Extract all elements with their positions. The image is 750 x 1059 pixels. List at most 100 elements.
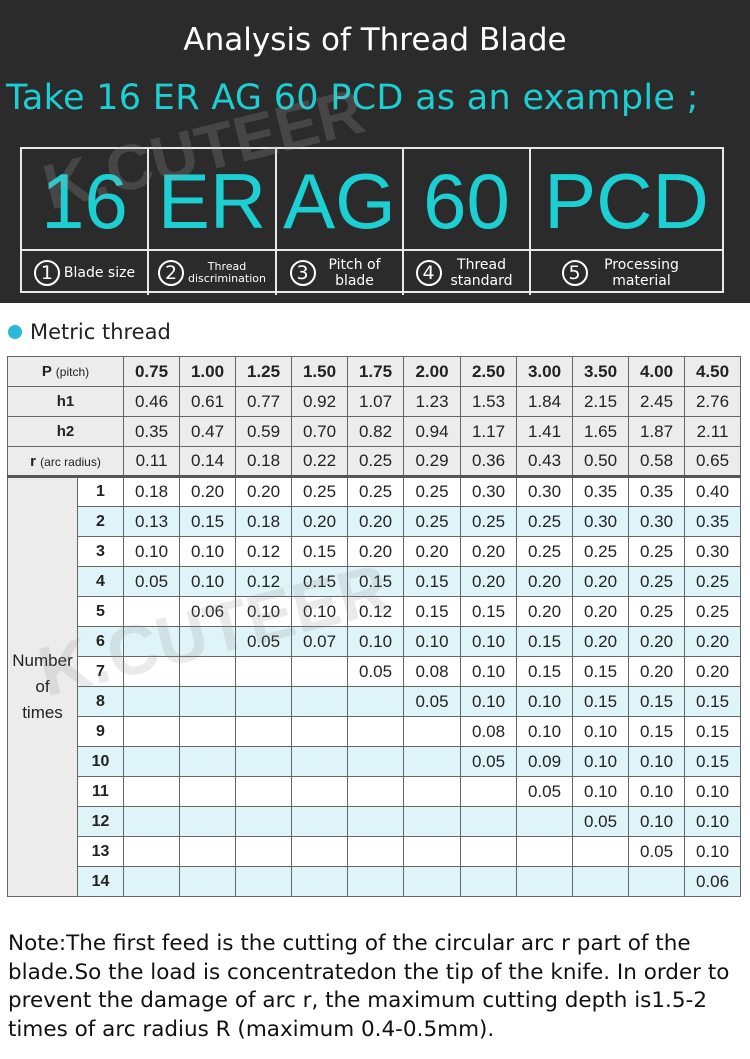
- depth-value-cell: [179, 716, 236, 747]
- param-value-cell: 0.94: [403, 416, 461, 447]
- depth-value-cell: 0.15: [684, 716, 741, 747]
- depth-value-cell: 0.20: [347, 536, 404, 567]
- param-value-cell: 1.84: [516, 386, 573, 417]
- times-row: 3 0.10 0.10 0.12 0.15 0.20 0.20 0.20 0.25 0.25 0.2…: [8, 536, 741, 567]
- depth-value-cell: 0.25: [403, 476, 461, 507]
- times-row: 12 0.05 0.10 0.10: [8, 806, 741, 837]
- param-value-cell: 0.75: [123, 356, 180, 387]
- depth-value-cell: 0.12: [347, 596, 404, 627]
- param-unit: (pitch): [55, 365, 90, 379]
- depth-value-cell: 0.35: [572, 476, 629, 507]
- depth-value-cell: 0.15: [684, 686, 741, 717]
- depth-value-cell: [403, 806, 461, 837]
- param-value-cell: 4.50: [684, 356, 741, 387]
- depth-value-cell: 0.20: [572, 566, 629, 597]
- param-value-cell: 1.41: [516, 416, 573, 447]
- depth-value-cell: 0.10: [572, 716, 629, 747]
- param-value-cell: 0.18: [235, 446, 292, 478]
- depth-value-cell: 0.18: [123, 476, 180, 507]
- depth-value-cell: [347, 746, 404, 777]
- metric-thread-table: P (pitch) 0.75 1.00 1.25 1.50 1.75 2.00 2.50 3.0…: [7, 356, 741, 897]
- depth-value-cell: [460, 776, 517, 807]
- times-row: Number of times 1 0.18 0.20 0.20 0.25 0.25 0.25 0.…: [7, 476, 741, 897]
- depth-value-cell: [291, 806, 348, 837]
- circled-number-3: 3: [289, 260, 316, 286]
- times-row: 7 0.05 0.08 0.10 0.15 0.15 0.20 0.20: [8, 656, 741, 687]
- param-name: h1: [56, 393, 75, 410]
- depth-value-cell: [291, 716, 348, 747]
- depth-value-cell: 0.30: [684, 536, 741, 567]
- depth-value-cell: 0.10: [684, 836, 741, 867]
- depth-value-cell: [572, 836, 629, 867]
- depth-value-cell: 0.15: [460, 596, 517, 627]
- param-row: h2 0.35 0.47 0.59 0.70 0.82 0.94 1.17 1.41 1.65 1.…: [7, 416, 741, 447]
- depth-value-cell: 0.30: [460, 476, 517, 507]
- depth-value-cell: 0.06: [684, 866, 741, 897]
- depth-value-cell: [347, 836, 404, 867]
- param-value-cell: 2.15: [572, 386, 629, 417]
- param-name-cell: r (arc radius): [7, 446, 124, 478]
- pass-number-cell: 8: [77, 686, 124, 717]
- depth-value-cell: [179, 686, 236, 717]
- times-row: 10 0.05 0.09 0.10 0.10 0.15: [8, 746, 741, 777]
- depth-value-cell: 0.15: [516, 656, 573, 687]
- depth-value-cell: 0.15: [179, 506, 236, 537]
- depth-value-cell: 0.15: [516, 626, 573, 657]
- depth-value-cell: [123, 806, 180, 837]
- depth-value-cell: [235, 746, 292, 777]
- depth-value-cell: [235, 836, 292, 867]
- depth-value-cell: 0.05: [628, 836, 685, 867]
- param-value-cell: 3.50: [572, 356, 629, 387]
- depth-value-cell: 0.10: [684, 806, 741, 837]
- depth-value-cell: 0.05: [460, 746, 517, 777]
- depth-value-cell: 0.15: [403, 596, 461, 627]
- param-value-cell: 2.45: [628, 386, 685, 417]
- depth-value-cell: 0.20: [516, 596, 573, 627]
- param-value-cell: 1.00: [179, 356, 236, 387]
- times-row: 5 0.06 0.10 0.10 0.12 0.15 0.15 0.20 0.20 0.25 0.2…: [8, 596, 741, 627]
- desc-material: 5 Processing material: [531, 251, 722, 295]
- param-value-cell: 0.14: [179, 446, 236, 478]
- depth-value-cell: 0.08: [460, 716, 517, 747]
- desc-label: Blade size: [63, 265, 136, 281]
- param-value-cell: 1.17: [460, 416, 517, 447]
- depth-value-cell: [347, 686, 404, 717]
- depth-value-cell: [347, 806, 404, 837]
- depth-value-cell: [179, 806, 236, 837]
- param-value-cell: 2.00: [403, 356, 461, 387]
- pass-number-cell: 10: [77, 746, 124, 777]
- param-value-cell: 1.23: [403, 386, 461, 417]
- depth-value-cell: 0.20: [628, 656, 685, 687]
- param-value-cell: 0.77: [235, 386, 292, 417]
- depth-value-cell: [291, 746, 348, 777]
- depth-value-cell: 0.25: [684, 596, 741, 627]
- param-value-cell: 0.43: [516, 446, 573, 478]
- code-pitch: AG: [277, 149, 404, 249]
- param-value-cell: 0.92: [291, 386, 348, 417]
- depth-value-cell: 0.20: [403, 536, 461, 567]
- depth-value-cell: [460, 836, 517, 867]
- depth-value-cell: [403, 746, 461, 777]
- param-value-cell: 0.25: [347, 446, 404, 478]
- depth-value-cell: 0.10: [235, 596, 292, 627]
- depth-value-cell: 0.25: [516, 536, 573, 567]
- depth-value-cell: [516, 806, 573, 837]
- depth-value-cell: 0.10: [460, 686, 517, 717]
- depth-value-cell: 0.30: [516, 476, 573, 507]
- depth-value-cell: 0.20: [235, 476, 292, 507]
- depth-value-cell: [123, 626, 180, 657]
- desc-label: Thread discrimination: [188, 260, 266, 285]
- depth-value-cell: [291, 656, 348, 687]
- note-text: Note:The first feed is the cutting of th…: [8, 931, 730, 1042]
- pass-number-cell: 1: [77, 476, 124, 507]
- depth-value-cell: [235, 716, 292, 747]
- depth-value-cell: [179, 776, 236, 807]
- circled-number-2: 2: [158, 260, 184, 286]
- depth-value-cell: [123, 746, 180, 777]
- depth-value-cell: 0.40: [684, 476, 741, 507]
- depth-value-cell: [235, 656, 292, 687]
- example-subtitle: Take 16 ER AG 60 PCD as an example ;: [6, 78, 699, 118]
- depth-value-cell: [123, 716, 180, 747]
- depth-value-cell: 0.20: [684, 626, 741, 657]
- param-value-cell: 2.76: [684, 386, 741, 417]
